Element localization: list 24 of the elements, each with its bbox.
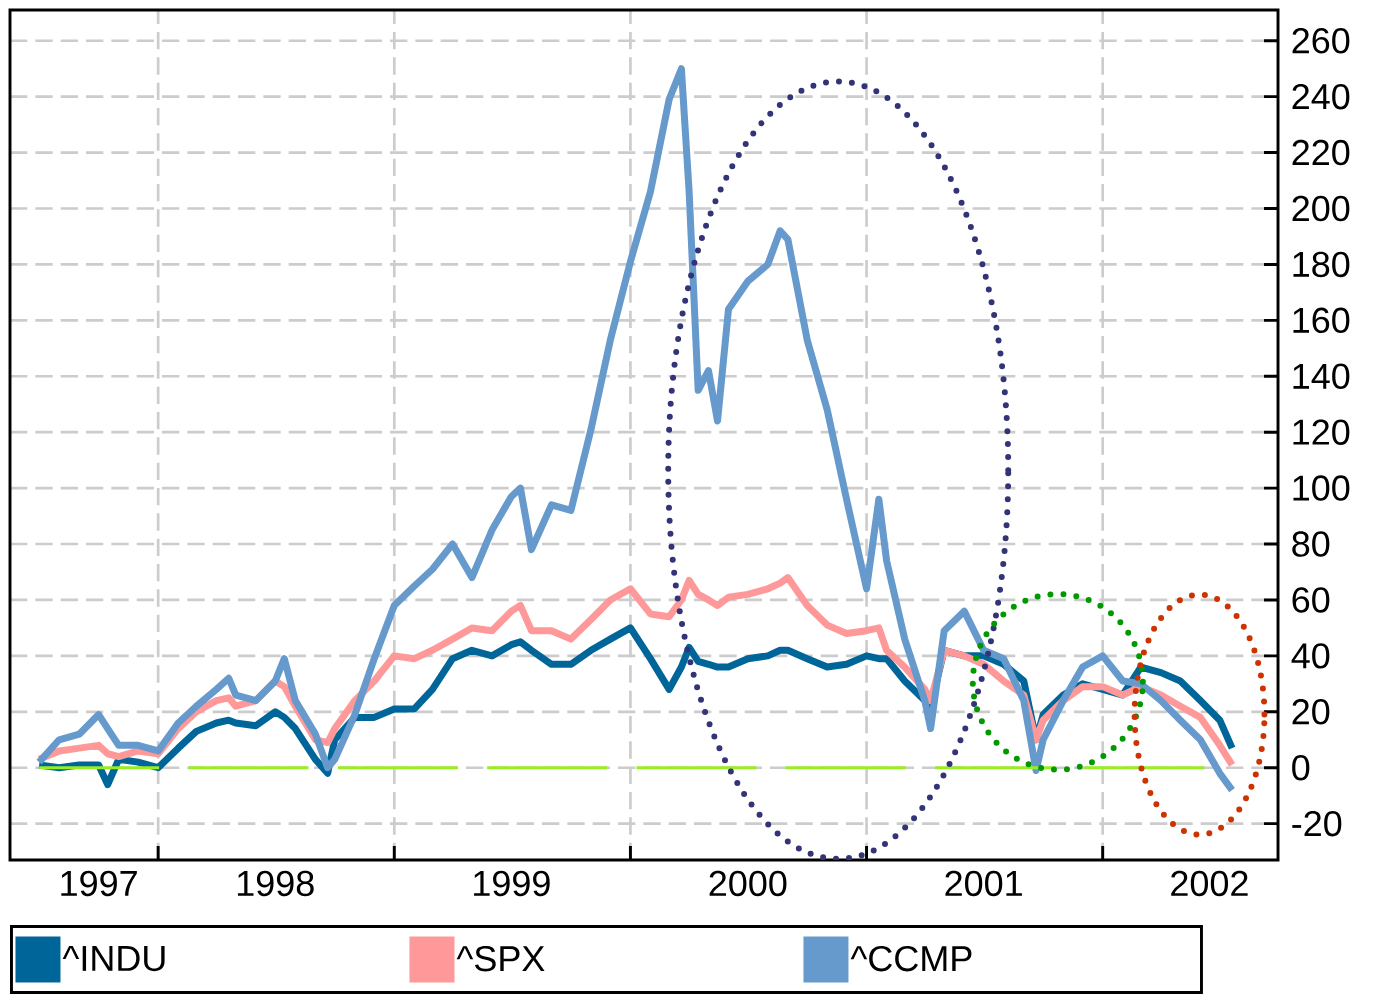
legend-label: ^INDU (62, 946, 165, 972)
y-tick-label: 80 (1292, 531, 1330, 557)
y-tick-label: 160 (1293, 307, 1350, 334)
y-tick-label: 60 (1292, 587, 1330, 613)
y-tick-label: 0 (1292, 754, 1310, 781)
x-tick-label: 1997 (61, 870, 137, 897)
y-tick-label: 200 (1292, 195, 1350, 222)
x-tick-label: 1999 (474, 870, 550, 897)
y-tick-label: 100 (1293, 475, 1350, 501)
x-tick-label: 2000 (709, 870, 787, 897)
y-tick-label: 20 (1292, 699, 1330, 725)
y-tick-label: 220 (1292, 139, 1350, 166)
y-tick-label: 180 (1293, 251, 1350, 278)
y-tick-label: -20 (1292, 810, 1342, 837)
x-tick-label: 2002 (1171, 870, 1248, 897)
y-tick-label: 40 (1291, 643, 1330, 669)
y-tick-label: 140 (1293, 363, 1350, 390)
x-tick-label: 1998 (237, 870, 314, 897)
y-tick-label: 260 (1292, 27, 1350, 54)
y-tick-label: 120 (1293, 419, 1350, 445)
x-tick-label: 2001 (945, 870, 1022, 897)
legend-label: ^CCMP (850, 945, 972, 972)
y-tick-label: 240 (1292, 83, 1350, 110)
legend-label: ^SPX (456, 945, 545, 972)
